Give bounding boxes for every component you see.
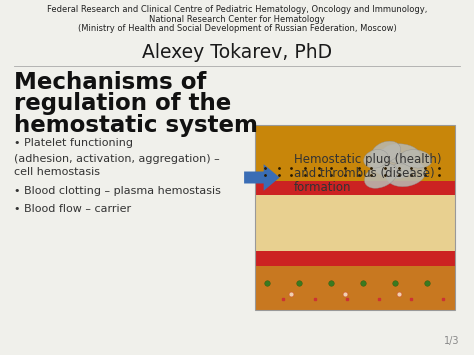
Ellipse shape (386, 161, 426, 187)
Ellipse shape (365, 163, 398, 188)
Ellipse shape (382, 144, 420, 164)
Text: Mechanisms of: Mechanisms of (14, 71, 207, 94)
Text: • Blood flow – carrier: • Blood flow – carrier (14, 204, 131, 214)
Text: cell hemostasis: cell hemostasis (14, 167, 100, 177)
Text: regulation of the: regulation of the (14, 92, 231, 115)
Text: formation: formation (294, 181, 351, 194)
Text: Federal Research and Clinical Centre of Pediatric Hematology, Oncology and Immun: Federal Research and Clinical Centre of … (47, 5, 427, 14)
Text: • Blood clotting – plasma hemostasis: • Blood clotting – plasma hemostasis (14, 186, 221, 196)
Text: • Platelet functioning: • Platelet functioning (14, 138, 133, 148)
Polygon shape (244, 164, 280, 191)
FancyBboxPatch shape (255, 180, 455, 195)
Text: National Research Center for Hematology: National Research Center for Hematology (149, 15, 325, 24)
FancyBboxPatch shape (255, 125, 455, 180)
Text: (Ministry of Health and Social Development of Russian Federation, Moscow): (Ministry of Health and Social Developme… (78, 24, 396, 33)
Ellipse shape (369, 149, 413, 179)
Text: (adhesion, activation, aggregation) –: (adhesion, activation, aggregation) – (14, 154, 220, 164)
Text: Hemostatic plug (health): Hemostatic plug (health) (294, 153, 441, 166)
Text: Alexey Tokarev, PhD: Alexey Tokarev, PhD (142, 43, 332, 62)
Text: and thrombus (disease): and thrombus (disease) (294, 167, 435, 180)
FancyBboxPatch shape (255, 251, 455, 266)
Ellipse shape (364, 149, 388, 168)
Text: hemostatic system: hemostatic system (14, 114, 258, 137)
FancyBboxPatch shape (255, 266, 455, 310)
FancyBboxPatch shape (255, 195, 455, 251)
Ellipse shape (372, 141, 401, 163)
Ellipse shape (400, 150, 432, 168)
Text: 1/3: 1/3 (444, 336, 460, 346)
